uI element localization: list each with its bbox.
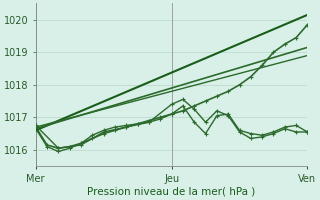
X-axis label: Pression niveau de la mer( hPa ): Pression niveau de la mer( hPa ) <box>87 187 256 197</box>
